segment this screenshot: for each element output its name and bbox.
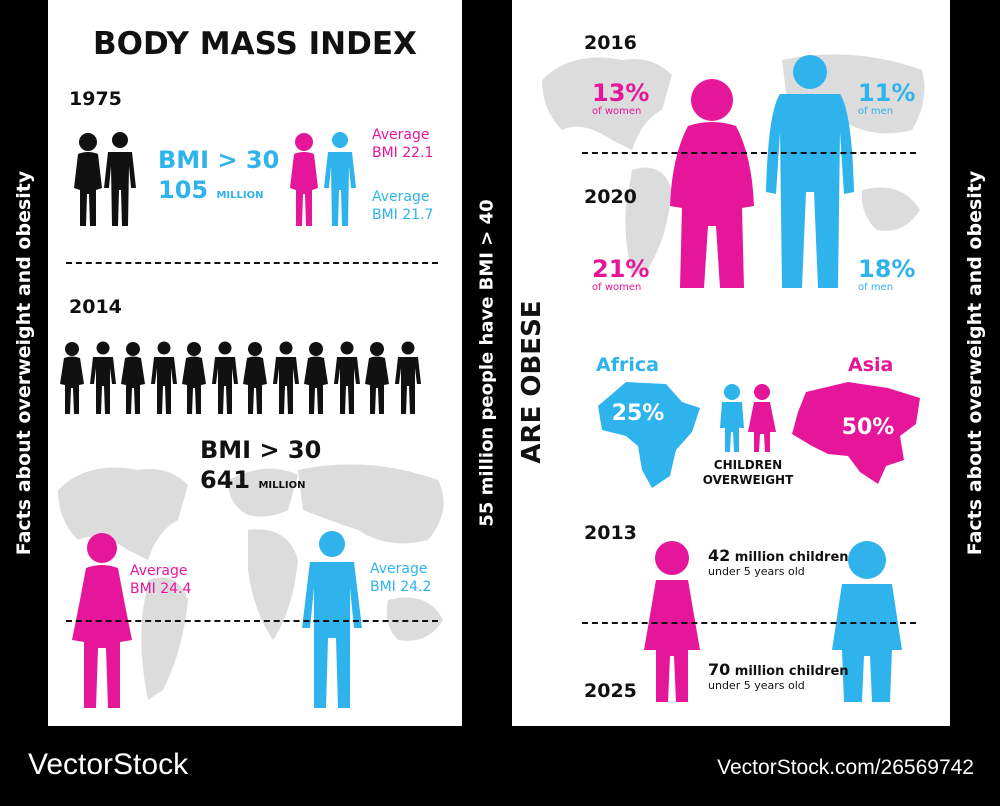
children-2013-sub: under 5 years old (708, 565, 805, 578)
divider-3 (582, 152, 916, 154)
footer-id: VectorStock.com/26569742 (717, 756, 974, 779)
women-avg-2014: Average BMI 24.4 (130, 562, 191, 598)
year-2014: 2014 (69, 296, 122, 318)
men-avg-2014-value: BMI 24.2 (370, 579, 432, 595)
children-2025-text: million children (734, 664, 849, 679)
women-avg-1975-value: BMI 22.1 (372, 145, 434, 161)
are-obese-text: ARE OBESE (517, 300, 547, 464)
women-2020-pct: 21% (592, 255, 650, 283)
women-avg-1975: Average BMI 22.1 (372, 126, 433, 162)
women-2016: 13% of women (592, 80, 649, 118)
africa-label: Africa (596, 354, 659, 376)
couple-1975-icon (74, 132, 136, 226)
year-2025: 2025 (584, 680, 637, 702)
children-2013: 42 million children under 5 years old (708, 546, 849, 578)
year-2016: 2016 (584, 32, 637, 54)
children-pair-icon (720, 384, 776, 452)
women-avg-2014-label: Average (130, 563, 188, 579)
year-1975: 1975 (69, 88, 122, 110)
men-2020: 18% of men (858, 256, 915, 294)
right-panel: ARE OBESE 2016 13% of women 11% of men 2… (512, 0, 950, 726)
children-caption: CHILDREN OVERWEIGHT (696, 458, 800, 488)
year-2020: 2020 (584, 186, 637, 208)
men-2020-label: of men (858, 282, 894, 293)
count-2014: 641 MILLION (200, 466, 305, 494)
side-text-middle: 55 million people have BMI > 40 (476, 199, 498, 527)
divider-4 (582, 622, 916, 624)
girl-2013-icon (644, 541, 700, 702)
women-avg-2014-value: BMI 24.4 (130, 581, 192, 597)
count-1975-unit: MILLION (216, 190, 264, 201)
bmi-label-2014: BMI > 30 (200, 436, 322, 464)
divider-1 (66, 262, 438, 264)
men-2016: 11% of men (858, 80, 915, 118)
woman-2014-icon (72, 533, 132, 708)
side-text-left: Facts about overweight and obesity (13, 170, 35, 556)
crowd-2014-icon (60, 341, 421, 414)
count-2014-unit: MILLION (258, 480, 306, 491)
boy-2025-icon (832, 541, 902, 702)
children-caption-line2: OVERWEIGHT (702, 473, 794, 487)
children-2025-sub: under 5 years old (708, 679, 805, 692)
men-avg-2014-label: Average (370, 561, 428, 577)
count-2014-value: 641 (200, 466, 251, 494)
count-1975-value: 105 (158, 176, 209, 204)
obese-woman-icon (670, 79, 754, 288)
side-text-right: Facts about overweight and obesity (964, 170, 986, 556)
footer-brand: VectorStock (28, 748, 189, 781)
women-2016-pct: 13% (592, 79, 650, 107)
obese-man-icon (766, 55, 854, 288)
men-avg-1975: Average BMI 21.7 (372, 188, 433, 224)
children-2013-count: 42 (708, 546, 731, 565)
page-title: BODY MASS INDEX (93, 26, 417, 62)
africa-pct: 25% (612, 401, 665, 426)
divider-2 (66, 620, 438, 622)
asia-map-icon: 50% (792, 382, 920, 484)
men-avg-1975-label: Average (372, 189, 430, 205)
africa-map-icon: 25% (598, 382, 700, 488)
men-avg-1975-value: BMI 21.7 (372, 207, 434, 223)
men-avg-2014: Average BMI 24.2 (370, 560, 431, 596)
children-2013-text: million children (734, 550, 849, 565)
women-2020: 21% of women (592, 256, 649, 294)
bmi-label-1975: BMI > 30 (158, 146, 280, 174)
men-2016-pct: 11% (858, 79, 916, 107)
year-2013: 2013 (584, 522, 637, 544)
children-caption-line1: CHILDREN (713, 458, 783, 472)
children-2025-count: 70 (708, 660, 731, 679)
couple-1975-colored-icon (290, 132, 356, 226)
count-1975: 105 MILLION (158, 176, 263, 204)
children-2025: 70 million children under 5 years old (708, 660, 849, 692)
women-avg-1975-label: Average (372, 127, 430, 143)
world-map-graphic (58, 464, 444, 700)
asia-pct: 50% (842, 415, 895, 440)
left-panel: BODY MASS INDEX 1975 BMI > 30 105 MILLIO… (48, 0, 462, 726)
men-2020-pct: 18% (858, 255, 916, 283)
asia-label: Asia (848, 354, 894, 376)
men-2016-label: of men (858, 106, 894, 117)
women-2016-label: of women (592, 106, 642, 117)
man-2014-icon (302, 531, 362, 708)
women-2020-label: of women (592, 282, 642, 293)
